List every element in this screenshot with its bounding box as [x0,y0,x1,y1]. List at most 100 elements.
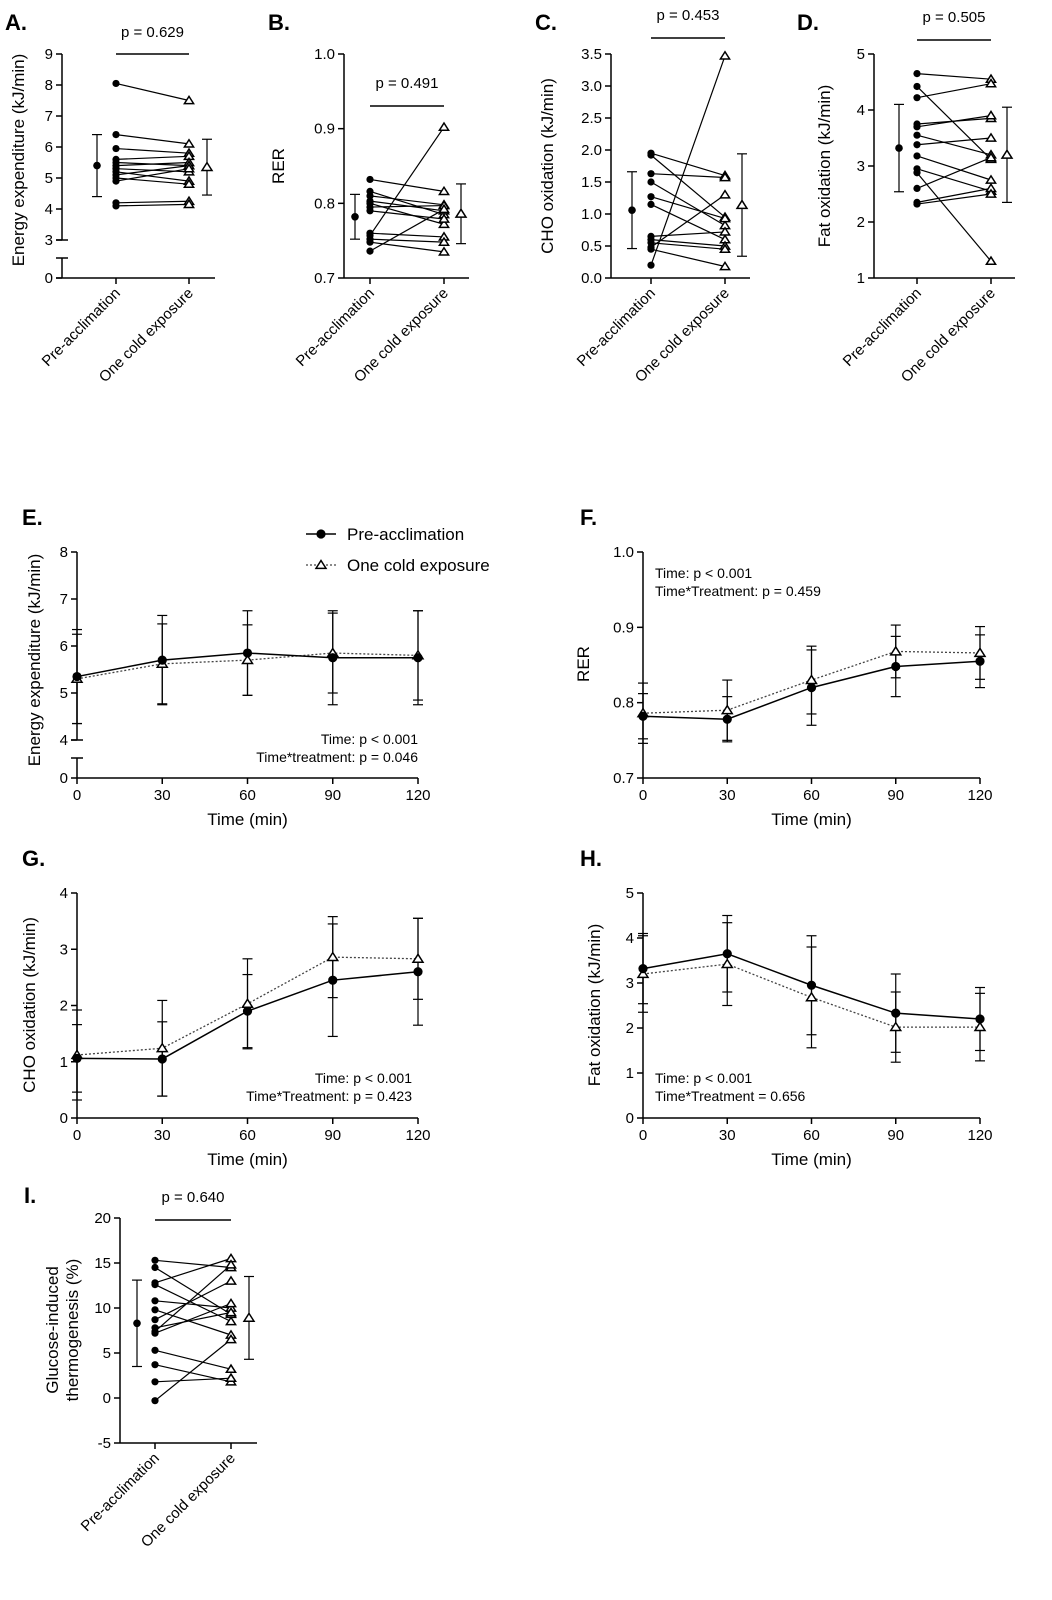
post-point [225,1372,237,1383]
pre-point [151,1256,159,1264]
paired-line [369,208,445,252]
paired-line [115,155,190,160]
post-point [438,213,450,223]
y-tick-label: 2 [857,214,865,231]
post-point [438,185,450,196]
paired-line [916,172,992,262]
post-point [183,94,195,105]
pre-point [151,1378,159,1386]
x-tick-label: 120 [405,1127,430,1144]
paired-line [115,147,190,154]
paired-line [369,190,445,216]
pre-point [891,1008,901,1018]
panel-h: H. 0 1 2 3 4 5 0 30 60 90 120 Time (min) Fat oxidatio… [580,846,993,1169]
y-axis-label-line: thermogenesis (%) [63,1259,82,1402]
panel-label: C. [535,10,557,35]
y-tick-label: 1.0 [581,206,602,223]
x-tick-label: 0 [73,1127,81,1144]
paired-line [916,187,992,203]
y-tick-label: 3.5 [581,46,602,63]
pre-point [151,1361,159,1369]
stats-annotation: Time: p < 0.001 [655,1070,752,1086]
y-tick-label: 1 [626,1065,634,1082]
y-tick-label: 1.0 [613,544,634,561]
x-tick-label: 30 [154,1127,171,1144]
post-point [225,1275,237,1285]
x-tick-label: Pre-acclimation [293,285,378,370]
panel-label: A. [5,10,27,35]
pre-point [151,1346,159,1354]
paired-line [154,1311,232,1329]
y-tick-label: 0 [626,1110,634,1127]
post-point [636,968,650,979]
y-tick-label: 15 [94,1255,111,1272]
paired-line [650,239,726,247]
paired-line [154,1302,232,1334]
stats-annotation: Time: p < 0.001 [655,565,752,581]
post-mean-point [242,1312,256,1323]
pre-point [112,202,120,210]
x-tick-label: 0 [73,787,81,804]
pre-point [112,177,120,185]
pre-point [913,131,921,139]
post-point [720,958,734,969]
post-point [183,198,195,209]
pre-point [157,1054,167,1064]
pre-point [913,184,921,192]
p-value: p = 0.629 [121,24,184,41]
post-point [326,951,340,962]
y-tick-label: 5 [60,685,68,702]
post-point [889,1021,903,1032]
pre-point [366,207,374,215]
paired-line [916,137,992,146]
pre-point [112,79,120,88]
y-tick-label: 8 [45,77,53,94]
pre-point [366,238,374,246]
pre-point [151,1397,159,1405]
y-tick-label: 10 [94,1300,111,1317]
legend-label-one-cold-exposure: One cold exposure [347,556,490,575]
pre-point [647,261,655,269]
y-axis-label: Glucose-inducedthermogenesis (%) [43,1259,82,1402]
p-value: p = 0.640 [162,1189,225,1206]
y-tick-label: 3.0 [581,78,602,95]
y-tick-label: 0 [60,770,68,787]
post-point [438,218,450,229]
post-mean-point [735,199,749,210]
paired-line [115,134,190,145]
pre-point [413,653,423,663]
post-mean-point [454,207,468,218]
paired-line [154,1280,232,1321]
pre-point [157,655,167,665]
y-tick-label: 4 [857,102,865,119]
y-tick-label: 5 [45,170,53,187]
y-axis-label: RER [269,148,288,184]
x-tick-label: 90 [887,787,904,804]
post-point [719,171,731,182]
paired-line [115,200,190,204]
y-tick-label: 4 [626,930,634,947]
paired-line [916,157,992,189]
y-tick-label: 0.0 [581,270,602,287]
post-point [225,1315,237,1326]
paired-line [650,154,726,218]
post-point [719,50,731,60]
pre-point [913,200,921,208]
panel-f: F. 0.7 0.8 0.9 1.0 0 30 60 90 120 Time (min) RER Tim… [574,505,993,829]
post-point [241,997,254,1008]
pre-point [722,714,732,724]
stats-annotation: Time: p < 0.001 [315,1070,412,1086]
post-mean-point [200,161,214,172]
x-tick-label: 30 [719,1127,736,1144]
paired-line [916,134,992,156]
paired-line [154,1377,232,1383]
y-tick-label: 9 [45,46,53,63]
pre-mean-point [351,212,359,221]
y-tick-label: 1 [60,1054,68,1071]
x-tick-label: 120 [967,1127,992,1144]
paired-line [154,1284,232,1323]
y-tick-label: 3 [626,975,634,992]
pre-point [806,980,817,990]
panel-e: E. 0 4 5 6 7 8 0 30 60 90 120 Time (min) Energy expen… [22,505,431,829]
